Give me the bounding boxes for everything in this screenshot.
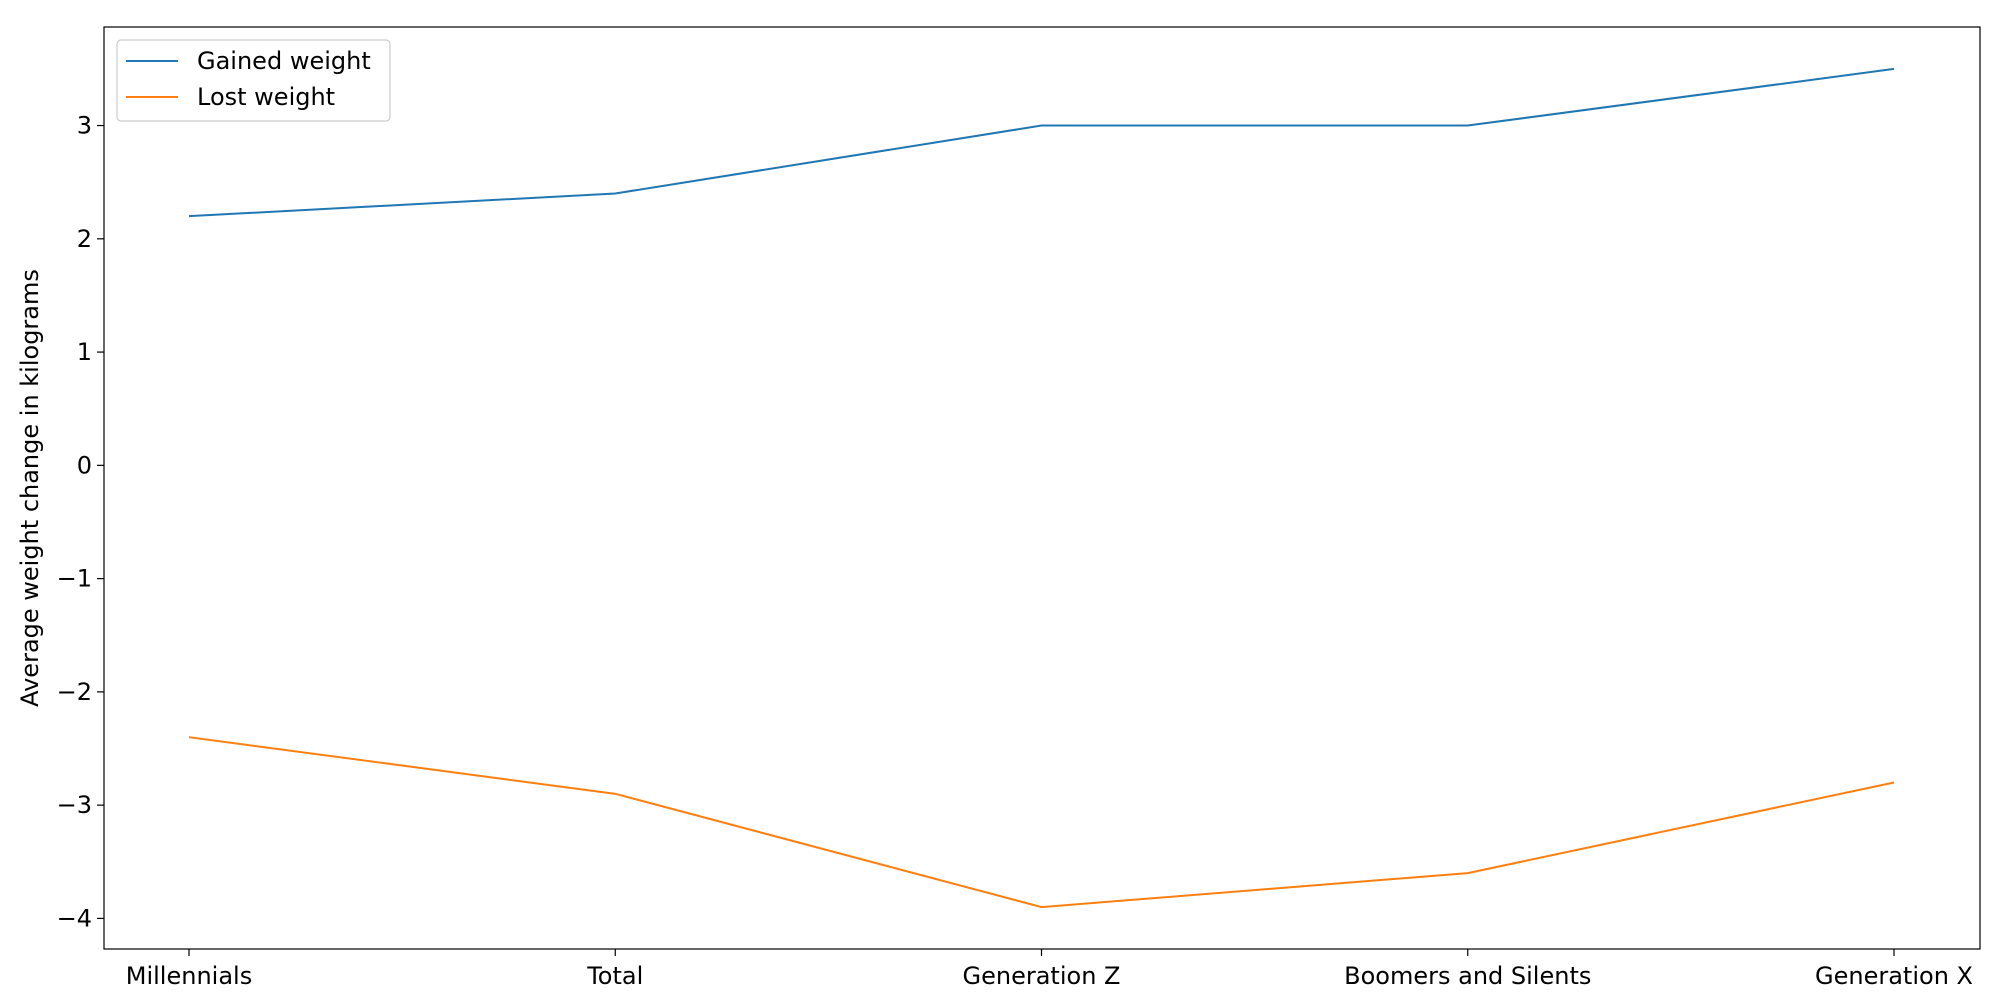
- x-tick-label: Boomers and Silents: [1344, 962, 1591, 990]
- x-tick-label: Generation Z: [963, 962, 1121, 990]
- series-line-1: [188, 736, 1895, 909]
- y-tick-label: 1: [77, 338, 92, 366]
- x-tick-label: Total: [586, 962, 643, 990]
- legend: Gained weight Lost weight: [116, 39, 391, 122]
- y-axis-label: Average weight change in kilograms: [16, 269, 44, 707]
- y-tick-label: −4: [57, 904, 92, 932]
- y-tick-label: 3: [77, 112, 92, 140]
- x-tick-label: Millennials: [126, 962, 252, 990]
- y-tick-label: 2: [77, 225, 92, 253]
- series-layer: [188, 67, 1895, 909]
- y-axis-ticks: −4 −3 −2 −1 0 1 2 3: [57, 112, 104, 932]
- y-tick-label: −2: [57, 678, 92, 706]
- y-tick-label: 0: [77, 451, 92, 479]
- series-line-0: [188, 67, 1895, 218]
- legend-box: [116, 39, 391, 122]
- y-tick-label: −3: [57, 791, 92, 819]
- legend-label: Gained weight: [197, 47, 371, 75]
- y-tick-label: −1: [57, 565, 92, 593]
- plot-area: [103, 26, 1981, 950]
- x-axis-ticks: Millennials Total Generation Z Boomers and …: [126, 949, 1973, 990]
- x-tick-label: Generation X: [1815, 962, 1973, 990]
- legend-label: Lost weight: [197, 83, 335, 111]
